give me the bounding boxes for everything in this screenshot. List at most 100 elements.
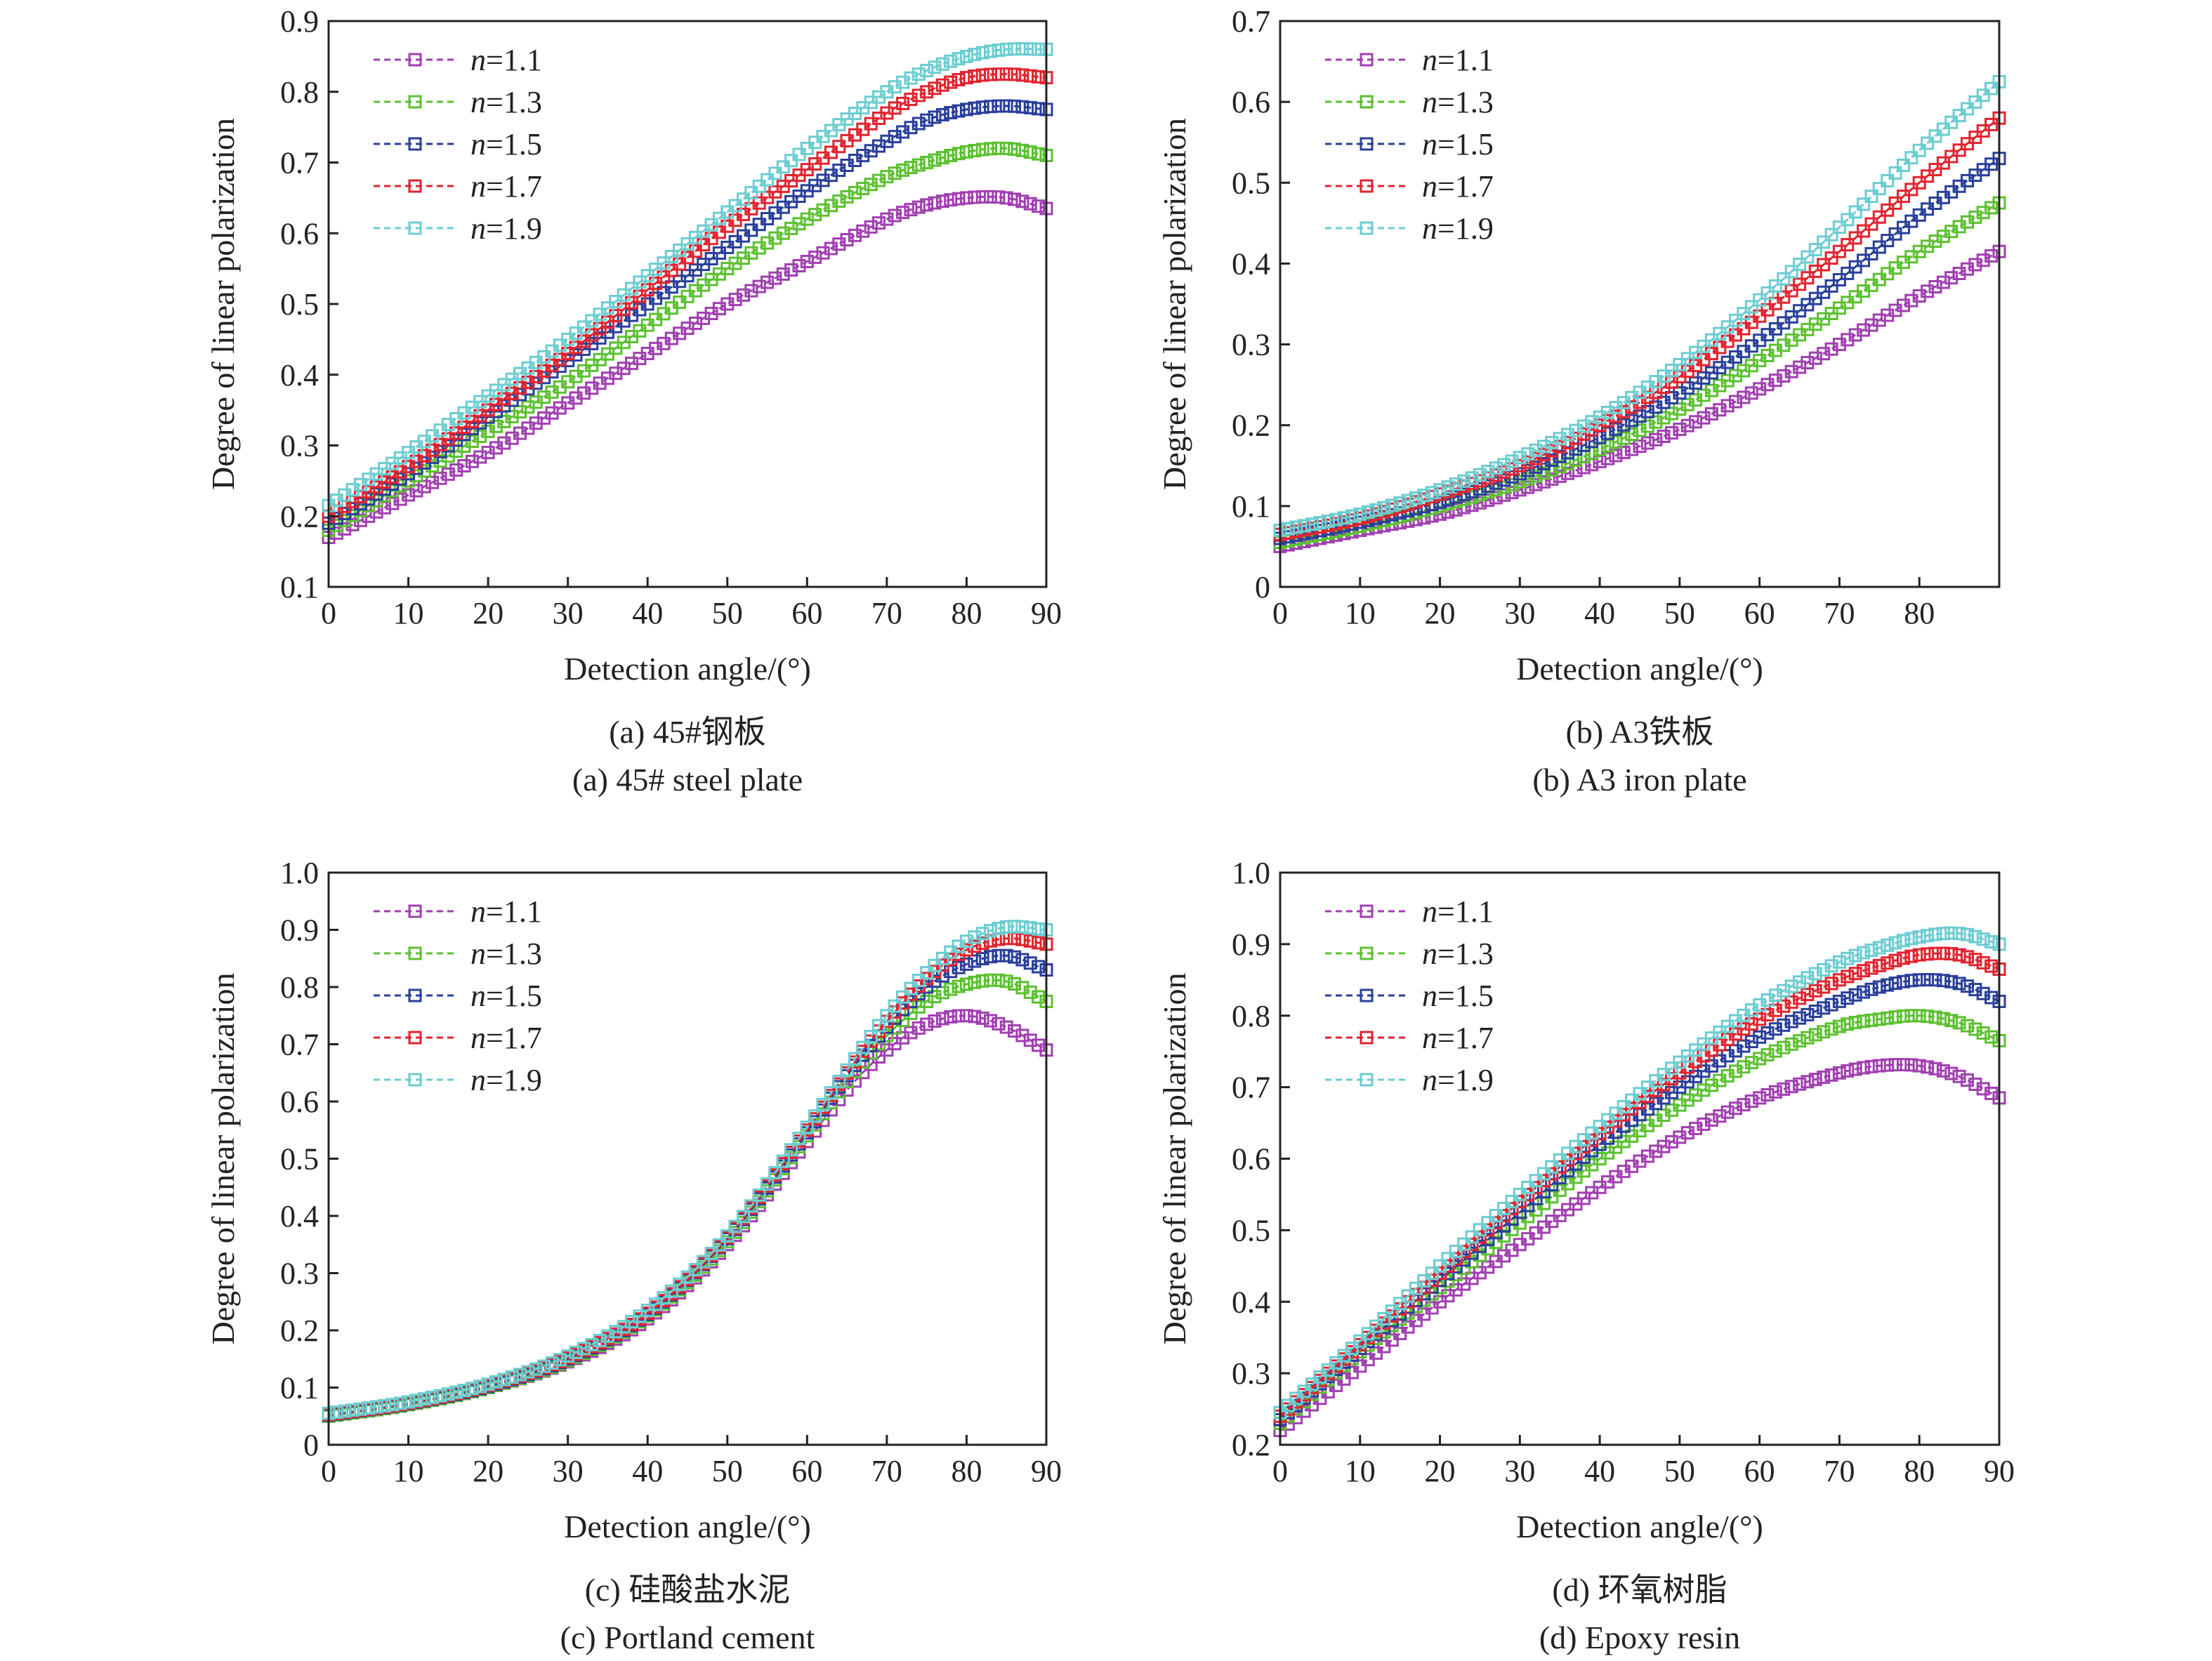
- data-point: [1305, 517, 1319, 531]
- data-point: [1433, 1273, 1447, 1288]
- legend-marker: [408, 95, 422, 109]
- data-point: [378, 1398, 391, 1412]
- x-tick-label: 40: [632, 596, 663, 630]
- data-point: [896, 163, 910, 177]
- data-point: [952, 192, 966, 206]
- y-tick-label: 1.0: [280, 856, 319, 890]
- series-n=1.5: [322, 99, 1053, 530]
- data-point: [1904, 183, 1918, 197]
- data-point: [1952, 1069, 1966, 1083]
- data-point: [911, 117, 926, 131]
- data-point: [984, 100, 997, 114]
- series-line-n=1.1: [1279, 1063, 2000, 1431]
- data-point: [1768, 1003, 1782, 1017]
- data-point: [465, 1382, 479, 1396]
- data-point: [1897, 1009, 1910, 1023]
- data-point: [1984, 1087, 1999, 1100]
- x-tick-label: 0: [321, 596, 336, 630]
- data-point: [848, 1052, 862, 1066]
- caption-cn: (b) A3铁板: [1566, 714, 1714, 750]
- data-point: [880, 212, 894, 226]
- data-point: [872, 1019, 886, 1033]
- data-point: [1032, 147, 1046, 161]
- data-point: [441, 467, 455, 481]
- data-point: [1561, 1153, 1575, 1167]
- y-tick-label: 0.6: [280, 216, 319, 251]
- data-point: [1744, 1035, 1758, 1049]
- data-point: [1848, 205, 1862, 219]
- data-point: [1872, 182, 1886, 196]
- data-point: [473, 450, 487, 464]
- data-point: [1824, 998, 1838, 1012]
- data-point: [1023, 921, 1037, 935]
- data-point: [1601, 426, 1614, 440]
- series-line-n=1.7: [328, 73, 1047, 517]
- data-point: [1753, 1091, 1767, 1105]
- data-point: [1793, 975, 1807, 989]
- data-point: [768, 1165, 782, 1179]
- series-line-n=1.5: [1279, 157, 2000, 540]
- data-point: [1521, 447, 1535, 461]
- data-point: [1912, 973, 1926, 987]
- data-point: [1537, 1174, 1551, 1188]
- data-point: [1032, 990, 1046, 1004]
- data-point: [386, 496, 400, 510]
- data-point: [521, 1365, 535, 1379]
- caption-en: (b) A3 iron plate: [1532, 762, 1746, 798]
- data-point: [1912, 948, 1926, 962]
- data-point: [928, 1014, 942, 1028]
- data-point: [1329, 1356, 1343, 1370]
- data-point: [944, 193, 958, 207]
- data-point: [1465, 1238, 1479, 1251]
- data-point: [1817, 1001, 1831, 1015]
- data-point: [935, 1012, 949, 1026]
- series-n=1.3: [322, 973, 1053, 1423]
- data-point: [911, 67, 926, 81]
- y-tick-label: 0.3: [280, 1257, 319, 1291]
- legend-label: n=1.9: [470, 211, 542, 246]
- data-point: [1832, 973, 1846, 987]
- data-point: [1921, 929, 1935, 943]
- data-point: [1640, 419, 1654, 433]
- data-point: [441, 1387, 455, 1401]
- data-point: [992, 141, 1006, 155]
- legend-label: n=1.3: [470, 85, 542, 119]
- data-point: [545, 1356, 559, 1370]
- data-point: [975, 952, 989, 965]
- data-point: [1297, 1384, 1311, 1398]
- data-point: [497, 1372, 511, 1387]
- data-point: [1385, 498, 1399, 512]
- data-point: [824, 1086, 838, 1100]
- data-point: [1545, 435, 1559, 449]
- data-point: [1737, 307, 1751, 321]
- data-point: [1008, 920, 1022, 934]
- data-point: [840, 233, 854, 246]
- y-tick-label: 1.0: [1232, 856, 1270, 890]
- data-point: [1848, 948, 1862, 962]
- data-point: [1481, 1216, 1495, 1230]
- caption-cn: (c) 硅酸盐水泥: [585, 1572, 791, 1608]
- legend-marker: [1360, 988, 1374, 1002]
- data-point: [872, 216, 886, 230]
- data-point: [1936, 122, 1950, 136]
- data-point: [1561, 428, 1575, 442]
- data-point: [1944, 115, 1958, 129]
- series-n=1.9: [1273, 74, 2006, 537]
- legend-marker: [1360, 946, 1374, 960]
- data-point: [952, 104, 966, 118]
- data-point: [1760, 1047, 1775, 1061]
- data-point: [944, 149, 958, 162]
- data-point: [1625, 413, 1639, 428]
- data-point: [1545, 1167, 1559, 1181]
- x-tick-label: 40: [1584, 1454, 1615, 1488]
- data-point: [1897, 934, 1910, 948]
- data-point: [959, 102, 973, 117]
- data-point: [1529, 1181, 1543, 1195]
- data-point: [1760, 1088, 1775, 1101]
- data-point: [1832, 1019, 1846, 1033]
- data-point: [680, 1270, 694, 1284]
- data-point: [968, 190, 982, 204]
- y-axis-title: Degree of linear polarization: [1157, 972, 1192, 1344]
- series-line-n=1.9: [328, 48, 1047, 507]
- data-point: [688, 1262, 702, 1276]
